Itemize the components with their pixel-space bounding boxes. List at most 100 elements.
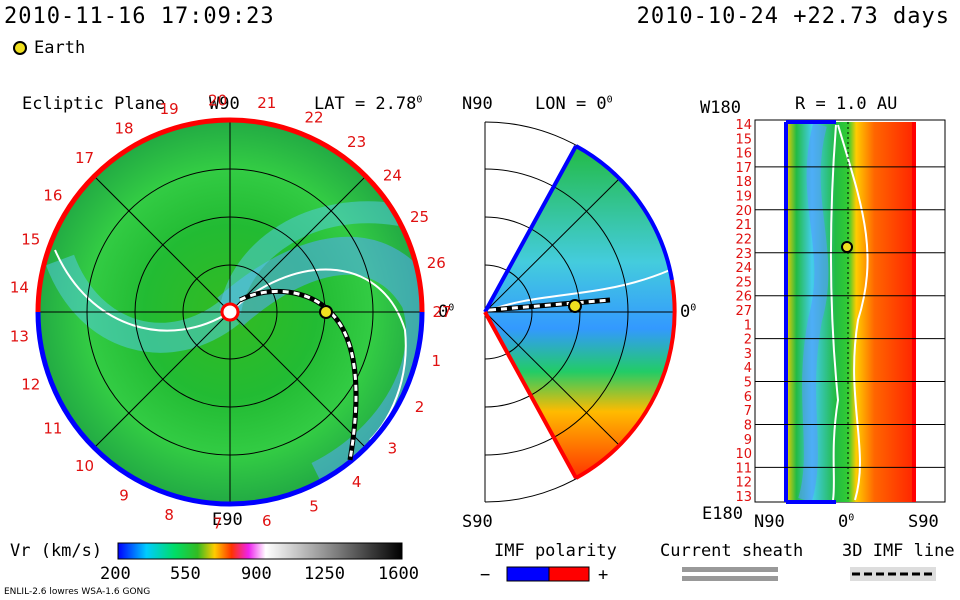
ecliptic-day-label: 16: [43, 187, 62, 205]
ecliptic-right-label: 00: [438, 302, 455, 322]
radial-row-label: 24: [735, 261, 752, 276]
ecliptic-day-label: 7: [213, 515, 223, 533]
meridional-bottom-label: S90: [462, 512, 493, 532]
earth-marker-icon: [13, 41, 27, 55]
ecliptic-bottom-label: E90: [212, 510, 243, 530]
radial-row-label: 16: [735, 147, 752, 162]
ecliptic-day-label: 27: [432, 303, 451, 321]
ecliptic-day-label: 20: [208, 91, 227, 109]
imf-minus-sign: −: [480, 565, 491, 585]
model-footer: ENLIL-2.6 lowres WSA-1.6 GONG: [4, 587, 151, 597]
ecliptic-day-label: 14: [10, 278, 29, 296]
earth-legend: Earth: [12, 38, 85, 58]
ecliptic-day-label: 12: [21, 376, 40, 394]
ecliptic-day-label: 19: [160, 100, 179, 118]
imf-plus-sign: +: [598, 565, 609, 585]
current-sheath-legend: [682, 567, 778, 581]
radial-row-label: 27: [735, 304, 752, 319]
radial-plot: [754, 119, 946, 504]
ecliptic-day-label: 5: [309, 498, 319, 516]
ecliptic-day-label: 18: [114, 119, 133, 137]
radial-top-left-label: W180: [700, 98, 741, 118]
ecliptic-day-label: 10: [75, 457, 94, 475]
radial-row-label: 12: [735, 476, 752, 491]
radial-row-label: 17: [735, 161, 752, 176]
radial-row-label: 26: [735, 290, 752, 305]
ecliptic-day-label: 23: [347, 133, 366, 151]
radius-label: R = 1.0 AU: [795, 94, 898, 114]
radial-axis-north: N90: [754, 512, 785, 532]
radial-row-label: 2: [744, 333, 752, 348]
ecliptic-plot: [35, 117, 425, 507]
radial-row-label: 6: [744, 390, 752, 405]
colorbar-tick-900: 900: [241, 564, 272, 584]
earth-marker-ecliptic: [319, 305, 333, 319]
colorbar-tick-1600: 1600: [378, 564, 419, 584]
radial-row-label: 4: [744, 361, 752, 376]
radial-row-label: 10: [735, 447, 752, 462]
latitude-label: LAT = 2.780: [314, 94, 423, 114]
meridional-plot: [483, 121, 677, 503]
radial-day-labels: 1415161718192021222324252627123456789101…: [735, 118, 752, 505]
reference-date-text: 2010-10-24 +22.73 days: [636, 4, 950, 29]
ecliptic-title: Ecliptic Plane: [22, 94, 166, 114]
radial-row-label: 13: [735, 490, 752, 505]
colorbar-tick-550: 550: [170, 564, 201, 584]
radial-row-label: 15: [735, 132, 752, 147]
radial-row-label: 20: [735, 204, 752, 219]
radial-row-label: 23: [735, 247, 752, 262]
imf-polarity-title: IMF polarity: [494, 541, 617, 561]
ecliptic-day-label: 8: [164, 506, 174, 524]
meridional-top-label: N90: [462, 94, 493, 114]
meridional-right-label: 00: [680, 302, 697, 322]
radial-row-label: 8: [744, 419, 752, 434]
ecliptic-day-label: 6: [262, 512, 272, 530]
ecliptic-day-label: 22: [304, 108, 323, 126]
ecliptic-day-label: 15: [21, 231, 40, 249]
radial-row-label: 5: [744, 376, 752, 391]
ecliptic-top-label: W90: [209, 94, 240, 114]
radial-row-label: 9: [744, 433, 752, 448]
longitude-label: LON = 00: [535, 94, 613, 114]
ecliptic-day-label: 13: [10, 328, 29, 346]
current-sheath-title: Current sheath: [660, 541, 804, 561]
imf3d-title: 3D IMF line: [842, 541, 955, 561]
earth-legend-label: Earth: [34, 38, 86, 58]
radial-row-label: 25: [735, 275, 752, 290]
radial-bottom-left-label: E180: [702, 504, 743, 524]
radial-row-label: 22: [735, 233, 752, 248]
sun-marker: [220, 302, 240, 322]
radial-row-label: 1: [744, 318, 752, 333]
radial-row-label: 18: [735, 175, 752, 190]
ecliptic-day-label: 2: [415, 398, 425, 416]
radial-axis-zero: 00: [838, 512, 855, 532]
ecliptic-day-label: 17: [75, 149, 94, 167]
datetime-text: 2010-11-16 17:09:23: [4, 4, 275, 29]
ecliptic-day-label: 21: [257, 94, 276, 112]
velocity-colorbar: [117, 542, 403, 560]
ecliptic-day-label: 9: [119, 487, 129, 505]
colorbar-tick-1250: 1250: [304, 564, 345, 584]
radial-row-label: 19: [735, 190, 752, 205]
ecliptic-day-label: 11: [43, 420, 62, 438]
radial-row-label: 21: [735, 218, 752, 233]
ecliptic-day-label: 24: [383, 167, 402, 185]
radial-row-label: 11: [735, 461, 752, 476]
ecliptic-day-label: 1: [432, 352, 442, 370]
imf-polarity-legend: [506, 566, 590, 582]
earth-marker-meridional: [568, 299, 582, 313]
earth-marker-radial: [841, 241, 853, 253]
radial-row-label: 14: [735, 118, 752, 133]
imf3d-legend: [850, 567, 936, 581]
ecliptic-day-label: 26: [427, 254, 446, 272]
radial-row-label: 7: [744, 404, 752, 419]
radial-axis-south: S90: [908, 512, 939, 532]
ecliptic-day-label: 3: [388, 439, 398, 457]
ecliptic-day-label: 4: [352, 473, 362, 491]
ecliptic-day-label: 25: [410, 208, 429, 226]
colorbar-tick-200: 200: [100, 564, 131, 584]
ecliptic-day-labels: 19 20 212223242526271234567891011121314151…: [10, 91, 452, 532]
colorbar-label: Vr (km/s): [10, 541, 103, 561]
radial-row-label: 3: [744, 347, 752, 362]
